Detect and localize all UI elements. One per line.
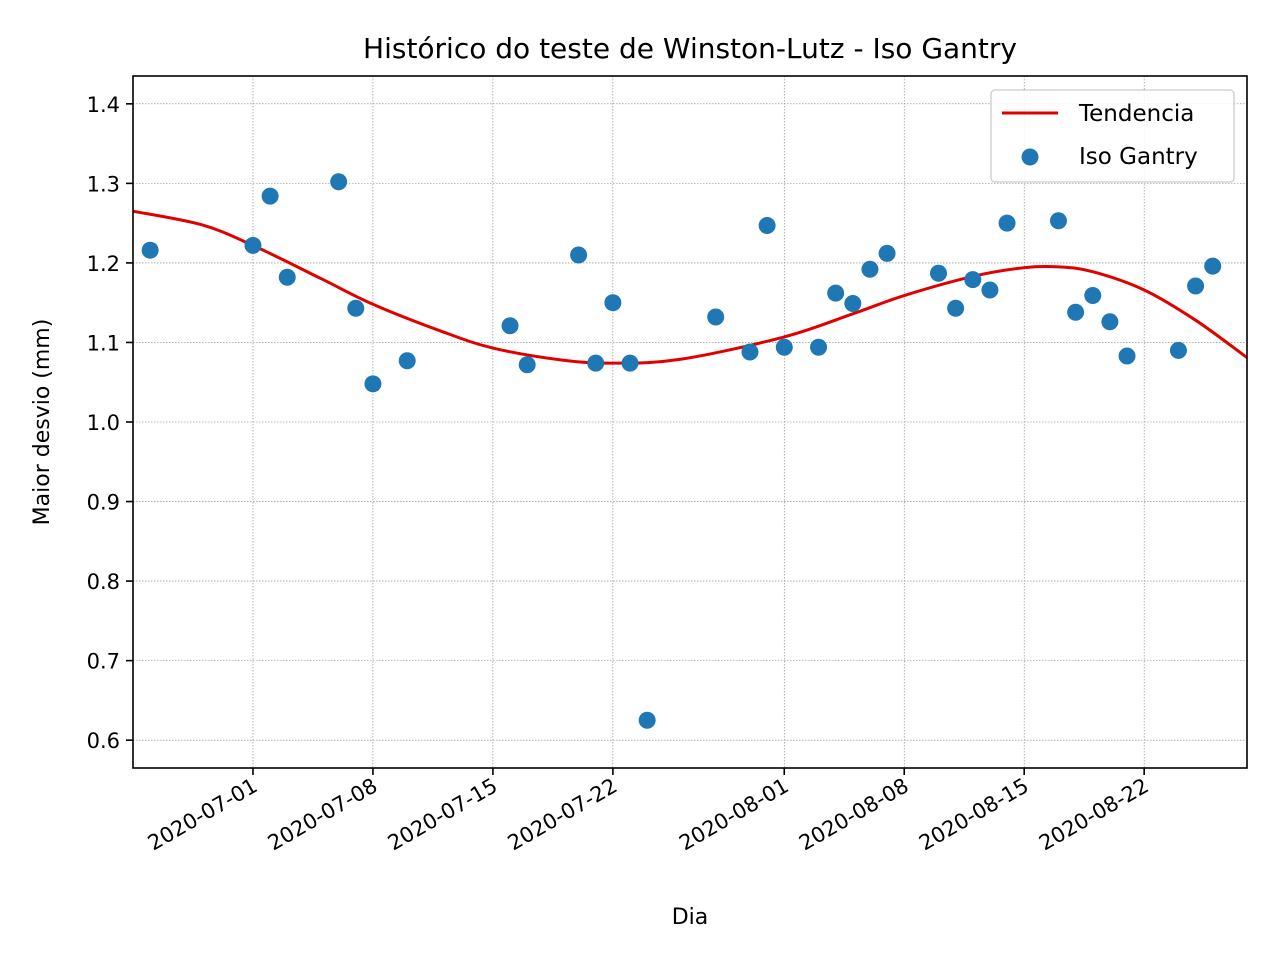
scatter-point [1101, 313, 1119, 331]
scatter-point [930, 264, 948, 282]
scatter-point [707, 308, 725, 326]
scatter-point [1049, 212, 1067, 230]
x-tick-label: 2020-08-08 [795, 774, 913, 856]
y-tick-label: 1.1 [87, 331, 120, 355]
scatter-point [878, 244, 896, 262]
x-tick-label: 2020-08-01 [675, 774, 793, 856]
x-tick-label: 2020-07-08 [264, 774, 382, 856]
legend-swatch-scatter [1021, 148, 1039, 166]
scatter-point [1204, 257, 1222, 275]
scatter-point [330, 173, 348, 191]
trend-line [133, 209, 1247, 365]
scatter-point [827, 284, 845, 302]
x-axis-ticks: 2020-07-01 2020-07-08 2020-07-15 2020-07-22… [144, 768, 1153, 855]
scatter-point [278, 268, 296, 286]
y-tick-label: 0.6 [87, 729, 120, 753]
scatter-point [587, 354, 605, 372]
scatter-point [244, 236, 262, 254]
y-axis-label: Maior desvio (mm) [30, 319, 55, 526]
scatter-point [261, 187, 279, 205]
scatter-point [347, 299, 365, 317]
scatter-point [1169, 341, 1187, 359]
y-tick-label: 0.8 [87, 570, 120, 594]
x-tick-label: 2020-07-01 [144, 774, 262, 856]
y-tick-label: 1.4 [87, 93, 120, 117]
scatter-point [364, 375, 382, 393]
x-axis-label: Dia [672, 905, 709, 930]
scatter-point [741, 343, 759, 361]
trend-layer [133, 209, 1247, 365]
y-tick-label: 1.0 [87, 411, 120, 435]
scatter-point [998, 214, 1016, 232]
scatter-point [981, 281, 999, 299]
scatter-point [947, 299, 965, 317]
legend-label-trend: Tendencia [1078, 101, 1194, 127]
scatter-point [621, 354, 639, 372]
scatter-point [1118, 347, 1136, 365]
scatter-point [398, 352, 416, 370]
scatter-point [638, 711, 656, 729]
scatter-point [1187, 277, 1205, 295]
scatter-point [141, 241, 159, 259]
x-tick-label: 2020-08-15 [915, 774, 1033, 856]
scatter-point [1067, 303, 1085, 321]
y-tick-label: 0.7 [87, 650, 120, 674]
y-axis-ticks: 0.6 0.7 0.8 0.9 1.0 1.1 1.2 1.3 1.4 [87, 93, 133, 753]
x-tick-label: 2020-08-22 [1035, 774, 1153, 856]
scatter-point [1084, 287, 1102, 305]
scatter-point [775, 338, 793, 356]
chart-title: Histórico do teste de Winston-Lutz - Iso… [363, 32, 1017, 65]
y-tick-label: 1.3 [87, 172, 120, 196]
scatter-point [861, 260, 879, 278]
scatter-point [604, 294, 622, 312]
y-tick-label: 1.2 [87, 252, 120, 276]
legend-label-scatter: Iso Gantry [1079, 144, 1198, 170]
legend: Tendencia Iso Gantry [990, 89, 1235, 183]
scatter-point [844, 294, 862, 312]
y-tick-label: 0.9 [87, 491, 120, 515]
scatter-point [501, 317, 519, 335]
x-tick-label: 2020-07-22 [504, 774, 622, 856]
scatter-point [964, 271, 982, 289]
scatter-point [758, 217, 776, 235]
scatter-point [810, 338, 828, 356]
x-tick-label: 2020-07-15 [384, 774, 502, 856]
scatter-point [518, 356, 536, 374]
scatter-point [570, 246, 588, 264]
scatter-points [141, 173, 1222, 729]
